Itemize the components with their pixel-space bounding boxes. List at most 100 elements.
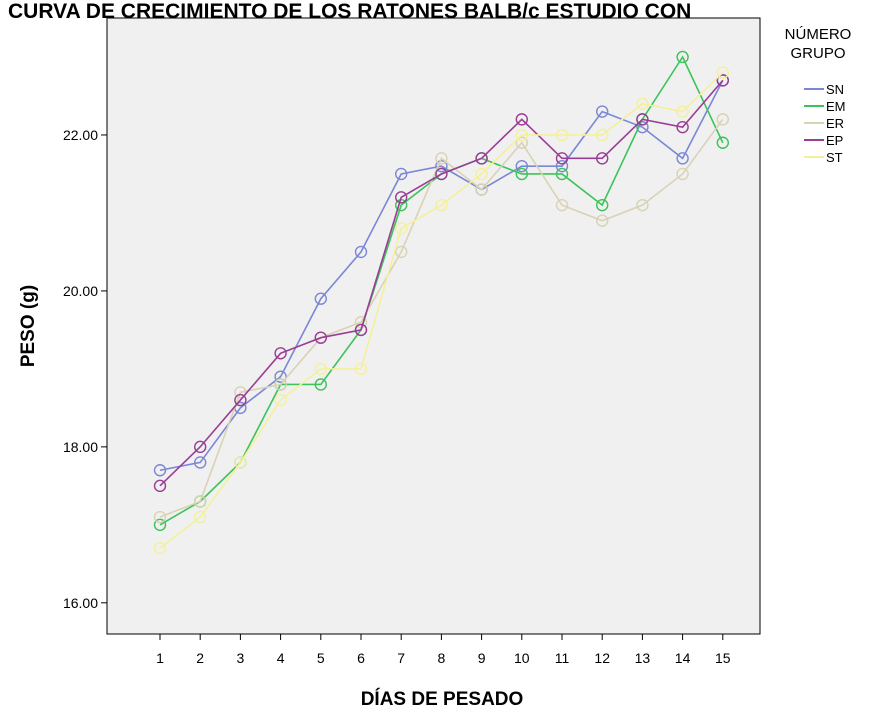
legend-label: EM <box>826 99 846 114</box>
data-point <box>354 362 368 376</box>
data-point <box>515 159 528 173</box>
data-point <box>475 183 488 196</box>
data-point <box>596 214 609 227</box>
data-point <box>234 393 247 407</box>
x-tick-label: 5 <box>317 650 325 666</box>
series-layer <box>153 50 729 555</box>
data-point <box>314 378 327 391</box>
data-point <box>274 393 287 407</box>
x-tick-label: 2 <box>196 650 204 666</box>
plot-area <box>106 17 761 635</box>
data-point <box>274 347 287 360</box>
data-point <box>314 331 327 344</box>
x-tick-label: 7 <box>397 650 405 666</box>
data-point <box>555 198 569 212</box>
x-tick-label: 15 <box>715 650 731 666</box>
series-line-sn <box>159 80 724 472</box>
data-point <box>193 495 207 508</box>
data-point <box>395 167 408 181</box>
x-tick-label: 12 <box>594 650 610 666</box>
data-point <box>555 152 569 165</box>
data-point <box>676 167 689 181</box>
series-line-er <box>159 118 724 518</box>
data-point <box>716 66 729 79</box>
y-tick-label: 20.00 <box>63 283 98 299</box>
series-st <box>153 66 729 555</box>
y-tick-label: 18.00 <box>63 439 98 455</box>
legend-label: ER <box>826 116 844 131</box>
data-point <box>636 120 649 134</box>
legend-label: ST <box>826 150 843 165</box>
data-point <box>395 222 408 235</box>
data-point <box>314 362 327 376</box>
data-point <box>234 456 247 469</box>
data-point <box>435 198 448 212</box>
data-point <box>676 50 689 64</box>
data-point <box>596 198 609 212</box>
x-tick-label: 6 <box>357 650 365 666</box>
legend-title-line1: NÚMERO <box>785 26 852 43</box>
data-point <box>716 113 729 126</box>
data-point <box>395 191 408 204</box>
data-point <box>354 323 368 337</box>
data-point <box>354 245 368 259</box>
data-point <box>153 510 167 524</box>
data-point <box>475 167 488 181</box>
series-line-ep <box>159 79 724 487</box>
data-point <box>153 542 167 555</box>
y-axis: 16.00 18.00 20.00 22.00 <box>63 127 107 611</box>
data-point <box>435 167 448 181</box>
data-point <box>234 386 247 399</box>
x-axis: 1 2 3 4 5 6 7 8 9 10 11 12 13 14 15 <box>156 634 731 666</box>
legend-label: SN <box>826 82 844 97</box>
data-point <box>676 105 689 118</box>
x-axis-title: DÍAS DE PESADO <box>361 688 524 708</box>
data-point <box>193 456 207 469</box>
data-point <box>153 479 167 493</box>
data-point <box>596 152 609 165</box>
x-tick-label: 3 <box>237 650 245 666</box>
data-point <box>636 198 649 212</box>
x-tick-label: 13 <box>635 650 651 666</box>
data-point <box>636 113 649 126</box>
data-point <box>676 120 689 134</box>
data-point <box>475 152 488 165</box>
data-point <box>515 128 528 142</box>
chart-title: CURVA DE CRECIMIENTO DE LOS RATONES BALB… <box>8 0 691 23</box>
data-point <box>636 97 649 110</box>
data-point <box>435 152 448 165</box>
legend-label: EP <box>826 133 843 148</box>
data-point <box>555 128 569 142</box>
data-point <box>515 136 528 149</box>
data-point <box>515 113 528 126</box>
x-tick-label: 1 <box>156 650 164 666</box>
series-line-st <box>159 72 724 549</box>
data-point <box>676 152 689 165</box>
data-point <box>274 378 287 391</box>
legend: NÚMERO GRUPO SN EM ER EP ST <box>785 26 852 165</box>
data-point <box>395 245 408 259</box>
data-point <box>153 518 167 532</box>
y-tick-label: 16.00 <box>63 595 98 611</box>
data-point <box>193 510 207 524</box>
x-tick-label: 4 <box>277 650 285 666</box>
data-point <box>274 370 287 383</box>
x-tick-label: 14 <box>675 650 691 666</box>
legend-title-line2: GRUPO <box>790 45 845 62</box>
y-axis-title: PESO (g) <box>18 285 39 367</box>
x-tick-label: 11 <box>555 650 570 666</box>
data-point <box>515 167 528 181</box>
data-point <box>153 464 167 477</box>
series-ep <box>153 74 729 493</box>
x-tick-label: 8 <box>438 650 446 666</box>
data-point <box>596 105 609 118</box>
legend-items: SN EM ER EP ST <box>804 82 846 165</box>
data-point <box>314 292 327 305</box>
data-point <box>435 159 448 173</box>
data-point <box>596 128 609 142</box>
data-point <box>555 167 569 181</box>
data-point <box>716 136 729 149</box>
y-tick-label: 22.00 <box>63 127 98 143</box>
x-tick-label: 9 <box>478 650 486 666</box>
